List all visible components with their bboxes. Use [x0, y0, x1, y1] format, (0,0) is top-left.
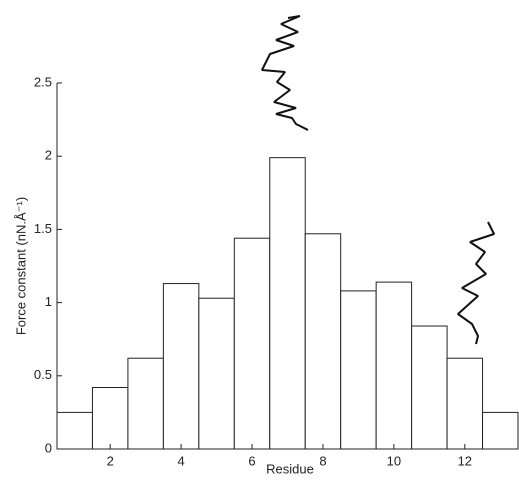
x-tick-label: 10: [387, 453, 401, 468]
bar: [304, 233, 342, 450]
bar: [446, 357, 484, 450]
bar: [411, 325, 448, 450]
x-tick-label: 12: [458, 453, 472, 468]
bar: [162, 283, 200, 450]
bar: [233, 237, 271, 450]
y-tick-label: 1.5: [34, 221, 52, 236]
x-tick-label: 4: [177, 453, 184, 468]
y-tick-label: 2: [45, 148, 52, 163]
y-tick-label: 1: [45, 294, 52, 309]
bar: [340, 290, 377, 450]
bar: [56, 411, 93, 450]
x-tick-label: 8: [319, 453, 326, 468]
x-tick-label: 6: [248, 453, 255, 468]
bar: [127, 357, 164, 450]
x-tick-label: 2: [107, 453, 114, 468]
y-axis-label: Force constant (nN.Å⁻¹): [13, 197, 28, 335]
bar: [198, 297, 235, 450]
y-tick-label: 0: [45, 440, 52, 455]
bar: [482, 411, 519, 450]
helix-icon: [261, 15, 309, 131]
bar: [269, 157, 306, 450]
y-tick-label: 0.5: [34, 367, 52, 382]
x-axis-label: Residue: [266, 461, 314, 476]
y-tick-label: 2.5: [34, 74, 52, 89]
bar: [91, 387, 129, 450]
helix-icon: [457, 221, 495, 345]
bar: [375, 281, 413, 450]
